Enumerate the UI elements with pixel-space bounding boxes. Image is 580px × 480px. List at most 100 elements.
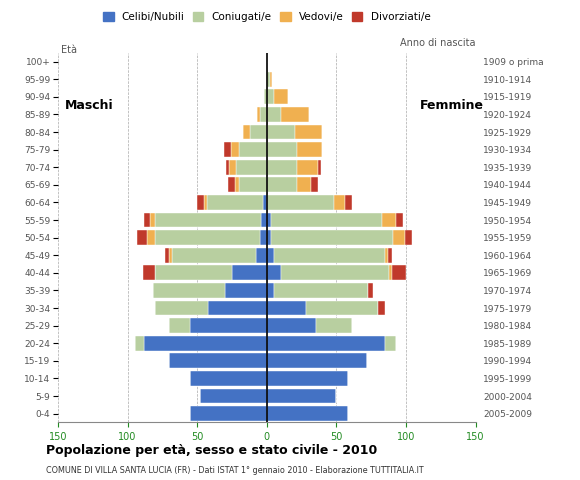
Bar: [155, 265, 232, 280]
Bar: [392, 265, 406, 280]
Bar: [281, 107, 309, 122]
Bar: [267, 89, 274, 104]
Bar: [267, 388, 336, 404]
Bar: [208, 300, 267, 315]
Bar: [155, 300, 208, 315]
Bar: [224, 142, 231, 157]
Bar: [345, 195, 351, 210]
Bar: [204, 195, 207, 210]
Bar: [261, 213, 267, 228]
Bar: [267, 160, 298, 175]
Bar: [306, 300, 378, 315]
Bar: [267, 406, 347, 421]
Bar: [137, 230, 147, 245]
Bar: [155, 230, 260, 245]
Bar: [232, 265, 267, 280]
Bar: [271, 230, 393, 245]
Bar: [274, 283, 368, 298]
Bar: [267, 124, 295, 140]
Bar: [235, 177, 239, 192]
Bar: [271, 213, 382, 228]
Bar: [389, 265, 392, 280]
Bar: [298, 142, 322, 157]
Text: Femmine: Femmine: [420, 99, 484, 112]
Bar: [281, 265, 389, 280]
Bar: [190, 318, 267, 333]
Bar: [274, 248, 385, 263]
Bar: [267, 177, 298, 192]
Bar: [393, 230, 405, 245]
Legend: Celibi/Nubili, Coniugati/e, Vedovi/e, Divorziati/e: Celibi/Nubili, Coniugati/e, Vedovi/e, Di…: [101, 10, 433, 24]
Bar: [267, 336, 385, 351]
Bar: [225, 283, 267, 298]
Bar: [190, 406, 267, 421]
Bar: [267, 107, 281, 122]
Bar: [311, 177, 318, 192]
Bar: [243, 124, 250, 140]
Text: Popolazione per età, sesso e stato civile - 2010: Popolazione per età, sesso e stato civil…: [46, 444, 378, 456]
Bar: [169, 318, 190, 333]
Bar: [267, 195, 334, 210]
Bar: [396, 213, 403, 228]
Bar: [144, 213, 150, 228]
Bar: [155, 213, 261, 228]
Bar: [190, 371, 267, 386]
Bar: [144, 336, 267, 351]
Bar: [270, 72, 273, 87]
Bar: [263, 195, 267, 210]
Bar: [385, 248, 388, 263]
Bar: [239, 142, 267, 157]
Bar: [274, 89, 288, 104]
Bar: [226, 160, 229, 175]
Text: Età: Età: [61, 45, 77, 55]
Bar: [267, 248, 274, 263]
Bar: [169, 248, 172, 263]
Bar: [267, 318, 316, 333]
Bar: [260, 107, 267, 122]
Bar: [405, 230, 412, 245]
Bar: [267, 371, 347, 386]
Bar: [172, 248, 256, 263]
Bar: [260, 230, 267, 245]
Bar: [267, 213, 271, 228]
Bar: [267, 265, 281, 280]
Bar: [239, 177, 267, 192]
Bar: [267, 230, 271, 245]
Bar: [382, 213, 396, 228]
Bar: [165, 248, 169, 263]
Bar: [267, 353, 367, 368]
Bar: [147, 230, 155, 245]
Bar: [334, 195, 345, 210]
Bar: [236, 160, 267, 175]
Bar: [135, 336, 144, 351]
Bar: [267, 283, 274, 298]
Bar: [267, 300, 306, 315]
Bar: [257, 107, 260, 122]
Bar: [298, 160, 318, 175]
Bar: [231, 142, 239, 157]
Bar: [378, 300, 385, 315]
Bar: [385, 336, 396, 351]
Bar: [197, 195, 204, 210]
Bar: [264, 89, 267, 104]
Bar: [229, 160, 236, 175]
Text: COMUNE DI VILLA SANTA LUCIA (FR) - Dati ISTAT 1° gennaio 2010 - Elaborazione TUT: COMUNE DI VILLA SANTA LUCIA (FR) - Dati …: [46, 466, 424, 475]
Bar: [368, 283, 372, 298]
Bar: [318, 160, 321, 175]
Bar: [169, 353, 267, 368]
Bar: [207, 195, 263, 210]
Bar: [153, 283, 225, 298]
Bar: [143, 265, 155, 280]
Bar: [256, 248, 267, 263]
Bar: [298, 177, 311, 192]
Bar: [267, 72, 270, 87]
Bar: [267, 142, 298, 157]
Bar: [200, 388, 267, 404]
Bar: [388, 248, 392, 263]
Bar: [228, 177, 235, 192]
Text: Anno di nascita: Anno di nascita: [400, 38, 476, 48]
Bar: [295, 124, 322, 140]
Bar: [250, 124, 267, 140]
Bar: [316, 318, 351, 333]
Bar: [150, 213, 155, 228]
